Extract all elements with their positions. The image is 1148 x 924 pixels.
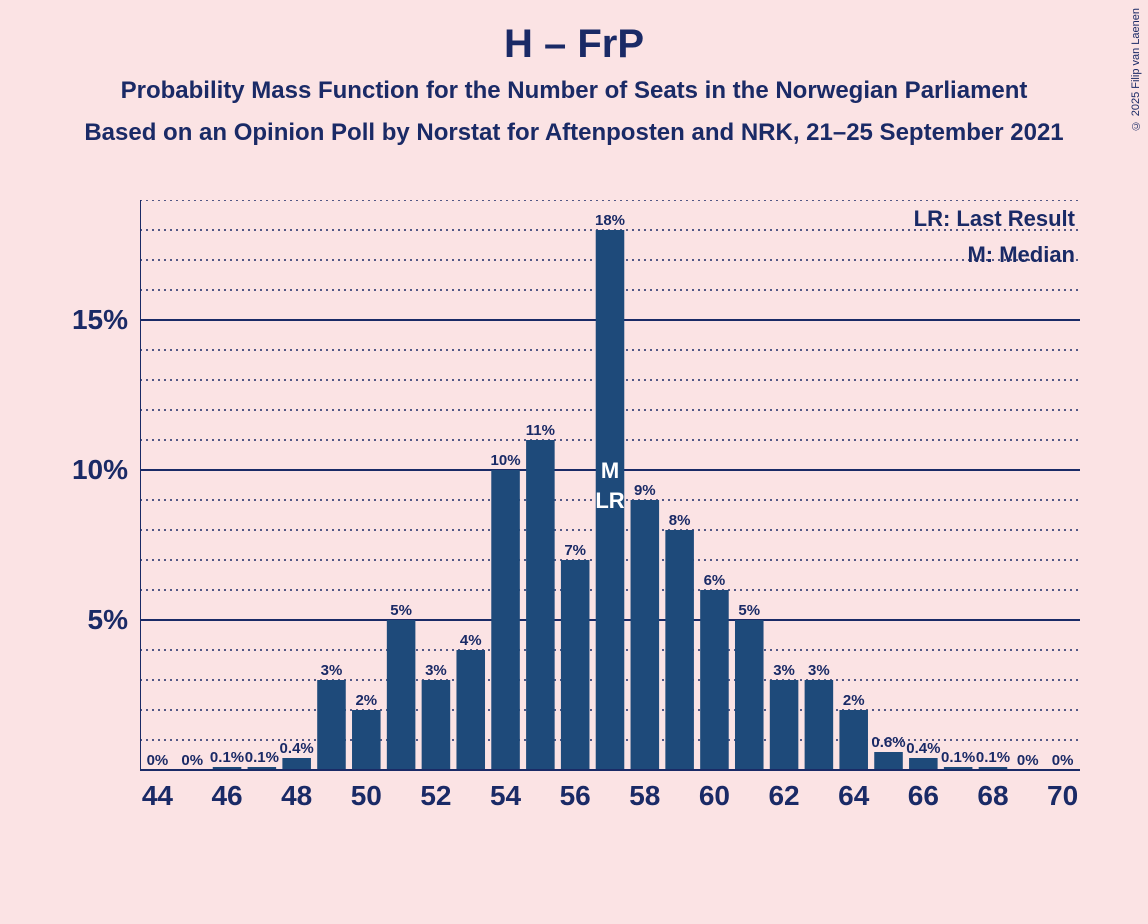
bar-value-label: 0.1% [245,749,279,766]
bar-value-label: 5% [738,602,760,619]
x-axis-tick-label: 56 [560,780,591,812]
bar-value-label: 0.1% [941,749,975,766]
x-axis-tick-label: 52 [420,780,451,812]
bar-value-label: 18% [595,212,625,229]
chart-plot-area: LR: Last Result M: Median 0%0%0.1%0.1%0.… [140,200,1090,820]
x-axis-tick-label: 70 [1047,780,1078,812]
last-result-marker: LR [595,488,624,514]
x-axis-tick-label: 62 [768,780,799,812]
x-axis-tick-label: 48 [281,780,312,812]
x-axis-tick-label: 50 [351,780,382,812]
legend-median: M: Median [967,242,1075,268]
median-marker: M [601,458,619,484]
x-axis-tick-label: 60 [699,780,730,812]
bar-value-label: 0% [147,752,169,769]
bar-value-label: 2% [355,692,377,709]
bar-value-label: 0.6% [871,734,905,751]
legend-last-result: LR: Last Result [914,206,1075,232]
bar-value-label: 0.4% [280,740,314,757]
bar-value-label: 3% [773,662,795,679]
x-axis-tick-label: 66 [908,780,939,812]
bar-value-label: 0.1% [976,749,1010,766]
bar-value-label: 0.1% [210,749,244,766]
bar-value-label: 5% [390,602,412,619]
y-axis-tick-label: 10% [48,454,128,486]
x-axis-tick-label: 68 [977,780,1008,812]
bar-value-label: 0% [1052,752,1074,769]
bar-value-label: 10% [491,452,521,469]
bar-value-label: 7% [564,542,586,559]
bar-value-label: 0% [1017,752,1039,769]
bar-value-label: 0% [181,752,203,769]
x-axis-tick-label: 46 [211,780,242,812]
x-axis-tick-label: 44 [142,780,173,812]
y-axis-tick-label: 5% [48,604,128,636]
bar-value-label: 3% [808,662,830,679]
bar-value-label: 3% [321,662,343,679]
bar-value-label: 2% [843,692,865,709]
chart-subtitle-1: Probability Mass Function for the Number… [0,77,1148,105]
y-axis-tick-label: 15% [48,304,128,336]
x-axis-tick-label: 64 [838,780,869,812]
bar-value-label: 8% [669,512,691,529]
bar-value-label: 3% [425,662,447,679]
bar-value-label: 0.4% [906,740,940,757]
chart-subtitle-2: Based on an Opinion Poll by Norstat for … [0,119,1148,147]
bar-value-label: 6% [704,572,726,589]
bar-value-label: 11% [526,422,555,439]
bar-value-label: 9% [634,482,656,499]
bar-value-label: 4% [460,632,482,649]
x-axis-tick-label: 54 [490,780,521,812]
chart-title: H – FrP [0,0,1148,67]
copyright-text: © 2025 Filip van Laenen [1130,8,1142,131]
x-axis-tick-label: 58 [629,780,660,812]
